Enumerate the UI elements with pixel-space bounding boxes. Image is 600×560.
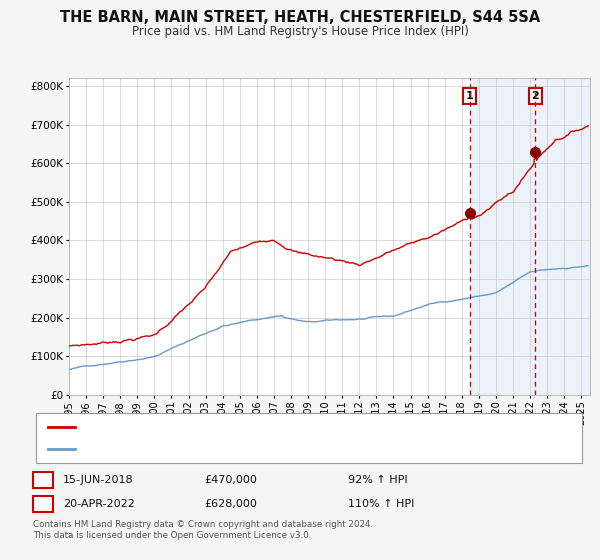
Text: £470,000: £470,000 — [204, 475, 257, 485]
Text: 15-JUN-2018: 15-JUN-2018 — [63, 475, 134, 485]
Text: 2: 2 — [40, 499, 47, 509]
Text: 110% ↑ HPI: 110% ↑ HPI — [348, 499, 415, 509]
Text: This data is licensed under the Open Government Licence v3.0.: This data is licensed under the Open Gov… — [33, 531, 311, 540]
Text: THE BARN, MAIN STREET, HEATH, CHESTERFIELD, S44 5SA: THE BARN, MAIN STREET, HEATH, CHESTERFIE… — [60, 10, 540, 25]
Text: THE BARN, MAIN STREET, HEATH, CHESTERFIELD, S44 5SA (detached house): THE BARN, MAIN STREET, HEATH, CHESTERFIE… — [79, 422, 462, 432]
Text: Price paid vs. HM Land Registry's House Price Index (HPI): Price paid vs. HM Land Registry's House … — [131, 25, 469, 38]
Text: 2: 2 — [532, 91, 539, 101]
Text: Contains HM Land Registry data © Crown copyright and database right 2024.: Contains HM Land Registry data © Crown c… — [33, 520, 373, 529]
Text: 92% ↑ HPI: 92% ↑ HPI — [348, 475, 407, 485]
Bar — [470, 78, 590, 395]
Text: 1: 1 — [466, 91, 473, 101]
Text: £628,000: £628,000 — [204, 499, 257, 509]
Text: HPI: Average price, detached house, North East Derbyshire: HPI: Average price, detached house, Nort… — [79, 444, 374, 454]
Text: 20-APR-2022: 20-APR-2022 — [63, 499, 135, 509]
Text: 1: 1 — [40, 475, 47, 485]
